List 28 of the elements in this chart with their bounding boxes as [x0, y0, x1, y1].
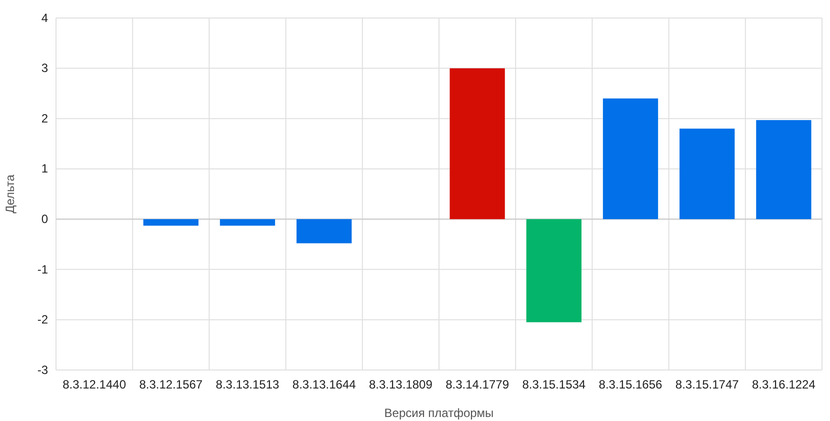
y-tick-label: 3 [41, 61, 48, 76]
bar [756, 120, 812, 220]
x-tick-label: 8.3.14.1779 [446, 378, 510, 392]
y-tick-label: -3 [37, 362, 48, 377]
x-tick-label: 8.3.13.1644 [292, 378, 356, 392]
x-tick-label: 8.3.12.1440 [62, 378, 126, 392]
y-axis-title: Дельта [3, 174, 17, 214]
bar [296, 219, 352, 244]
x-tick-label: 8.3.13.1513 [216, 378, 280, 392]
y-tick-label: 2 [41, 111, 48, 126]
bar [450, 68, 505, 220]
y-tick-label: 0 [41, 212, 48, 226]
x-tick-label: 8.3.15.1656 [598, 378, 663, 392]
x-tick-label: 8.3.13.1809 [368, 378, 433, 392]
bar [602, 98, 658, 220]
x-tick-label: 8.3.15.1747 [675, 378, 740, 392]
bar [143, 219, 198, 226]
x-axis-title: Версия платформы [384, 406, 494, 420]
y-tick-label: 1 [41, 162, 48, 176]
bar [220, 219, 276, 226]
y-tick-label: -2 [37, 312, 48, 327]
y-tick-label: 4 [41, 10, 48, 25]
x-tick-label: 8.3.16.1224 [752, 378, 816, 392]
x-tick-label: 8.3.15.1534 [522, 378, 586, 392]
x-tick-label: 8.3.12.1567 [139, 378, 203, 392]
bar [526, 219, 582, 322]
bar [680, 128, 735, 220]
y-tick-label: -1 [37, 262, 48, 276]
